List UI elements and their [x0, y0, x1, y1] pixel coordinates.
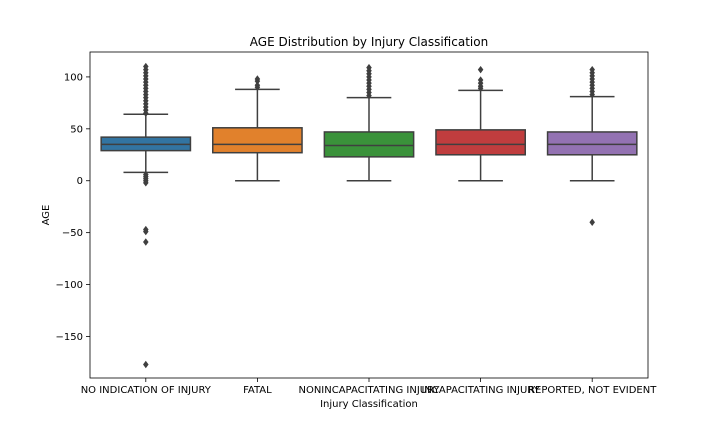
outlier-point [143, 62, 149, 71]
box-iqr [435, 129, 526, 156]
outlier-point [143, 360, 149, 369]
outlier-point [143, 238, 149, 246]
y-tick-label: 50 [70, 124, 83, 135]
outlier-point [143, 179, 149, 187]
x-tick-label: INCAPACITATING INJURY [421, 385, 540, 396]
y-tick-label: −150 [56, 332, 83, 343]
y-tick-label: 100 [64, 72, 83, 83]
x-tick-label: NONINCAPACITATING INJURY [298, 385, 440, 396]
y-tick-label: −50 [62, 228, 83, 239]
outlier-point [589, 218, 595, 226]
x-axis: NO INDICATION OF INJURY FATAL NONINCAPACIT… [81, 378, 657, 396]
outlier-point [143, 227, 149, 236]
outlier-point [477, 76, 484, 84]
y-tick-label: 0 [77, 176, 83, 187]
x-tick-label: NO INDICATION OF INJURY [81, 385, 212, 396]
y-axis: 100 50 0 −50 −100 −150 [56, 72, 90, 343]
box-group [323, 63, 415, 182]
box-group [546, 65, 638, 226]
outlier-point [254, 75, 261, 83]
y-axis-label: AGE [41, 205, 52, 226]
box-iqr [546, 131, 638, 156]
x-axis-label: Injury Classification [320, 399, 418, 410]
box-iqr [323, 131, 415, 158]
box-iqr [212, 127, 303, 154]
outlier-point [589, 65, 595, 74]
chart-title: AGE Distribution by Injury Classificatio… [250, 35, 488, 49]
outlier-point [477, 65, 484, 74]
x-tick-label: REPORTED, NOT EVIDENT [528, 385, 657, 396]
box-group [435, 65, 526, 182]
plot-area [100, 62, 638, 369]
outlier-point [254, 81, 261, 89]
box-group [212, 75, 303, 182]
x-tick-label: FATAL [243, 385, 272, 396]
y-tick-label: −100 [56, 280, 83, 291]
box-group [100, 62, 192, 369]
outlier-point [366, 63, 372, 72]
